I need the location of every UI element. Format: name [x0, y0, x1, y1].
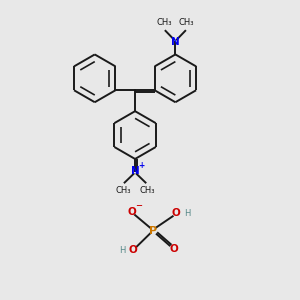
Text: H: H [184, 209, 190, 218]
Text: +: + [139, 161, 145, 170]
Text: P: P [149, 226, 157, 236]
Text: O: O [127, 207, 136, 217]
Text: CH₃: CH₃ [156, 18, 172, 27]
Text: O: O [169, 244, 178, 254]
Text: H: H [119, 245, 125, 254]
Text: O: O [172, 208, 181, 218]
Text: O: O [128, 245, 137, 255]
Text: CH₃: CH₃ [139, 186, 155, 195]
Text: CH₃: CH₃ [179, 18, 194, 27]
Text: N: N [171, 37, 180, 47]
Text: −: − [136, 201, 142, 210]
Text: CH₃: CH₃ [116, 186, 131, 195]
Text: N: N [131, 167, 140, 176]
